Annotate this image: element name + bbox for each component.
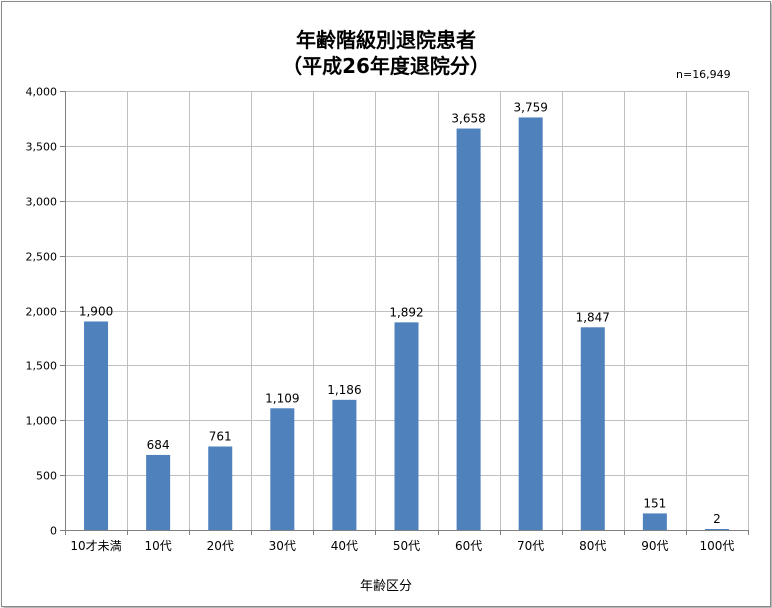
- bar-value-label: 151: [643, 496, 666, 510]
- bar-value-label: 3,759: [514, 100, 548, 114]
- x-tick-label: 70代: [517, 539, 544, 553]
- x-tick-label: 50代: [393, 539, 420, 553]
- y-tick-label: 4,000: [26, 86, 58, 99]
- bar-value-label: 3,658: [451, 112, 485, 126]
- x-tick-label: 30代: [269, 539, 296, 553]
- bar: [270, 408, 295, 530]
- y-tick-label: 1,000: [26, 415, 58, 428]
- x-axis-title: 年齢区分: [359, 579, 412, 594]
- bar: [704, 529, 729, 530]
- y-tick-label: 3,500: [26, 141, 58, 154]
- bar-value-label: 684: [147, 438, 170, 452]
- bar-value-label: 2: [713, 512, 721, 526]
- x-tick-label: 40代: [331, 539, 358, 553]
- bar-value-label: 1,900: [79, 304, 113, 318]
- y-tick-label: 3,000: [26, 196, 58, 209]
- bar-value-label: 761: [209, 429, 232, 443]
- bar: [394, 322, 419, 530]
- x-tick-label: 80代: [579, 539, 606, 553]
- bar: [208, 446, 233, 530]
- bar-value-label: 1,847: [576, 310, 610, 324]
- bar: [642, 513, 667, 530]
- bar: [456, 128, 481, 531]
- y-tick-label: 2,500: [26, 251, 58, 264]
- x-tick-label: 20代: [207, 539, 234, 553]
- x-tick-label: 10才未満: [70, 539, 121, 553]
- x-tick-label: 90代: [641, 539, 668, 553]
- bar-value-label: 1,186: [327, 383, 361, 397]
- bar: [518, 117, 543, 530]
- bar: [332, 399, 357, 530]
- bar-value-label: 1,109: [265, 391, 299, 405]
- y-tick-label: 500: [36, 470, 57, 483]
- bar: [580, 327, 605, 530]
- y-tick-label: 1,500: [26, 360, 58, 373]
- y-tick-label: 0: [50, 525, 57, 538]
- chart-subtitle: （平成26年度退院分）: [282, 54, 490, 78]
- sample-size-note: n=16,949: [676, 68, 731, 81]
- chart-title: 年齢階級別退院患者: [296, 28, 476, 52]
- x-tick-label: 10代: [144, 539, 171, 553]
- bar: [84, 321, 109, 530]
- y-tick-label: 2,000: [26, 306, 58, 319]
- x-tick-label: 100代: [700, 539, 735, 553]
- bar-value-label: 1,892: [389, 305, 423, 319]
- bar: [146, 454, 171, 530]
- x-tick-label: 60代: [455, 539, 482, 553]
